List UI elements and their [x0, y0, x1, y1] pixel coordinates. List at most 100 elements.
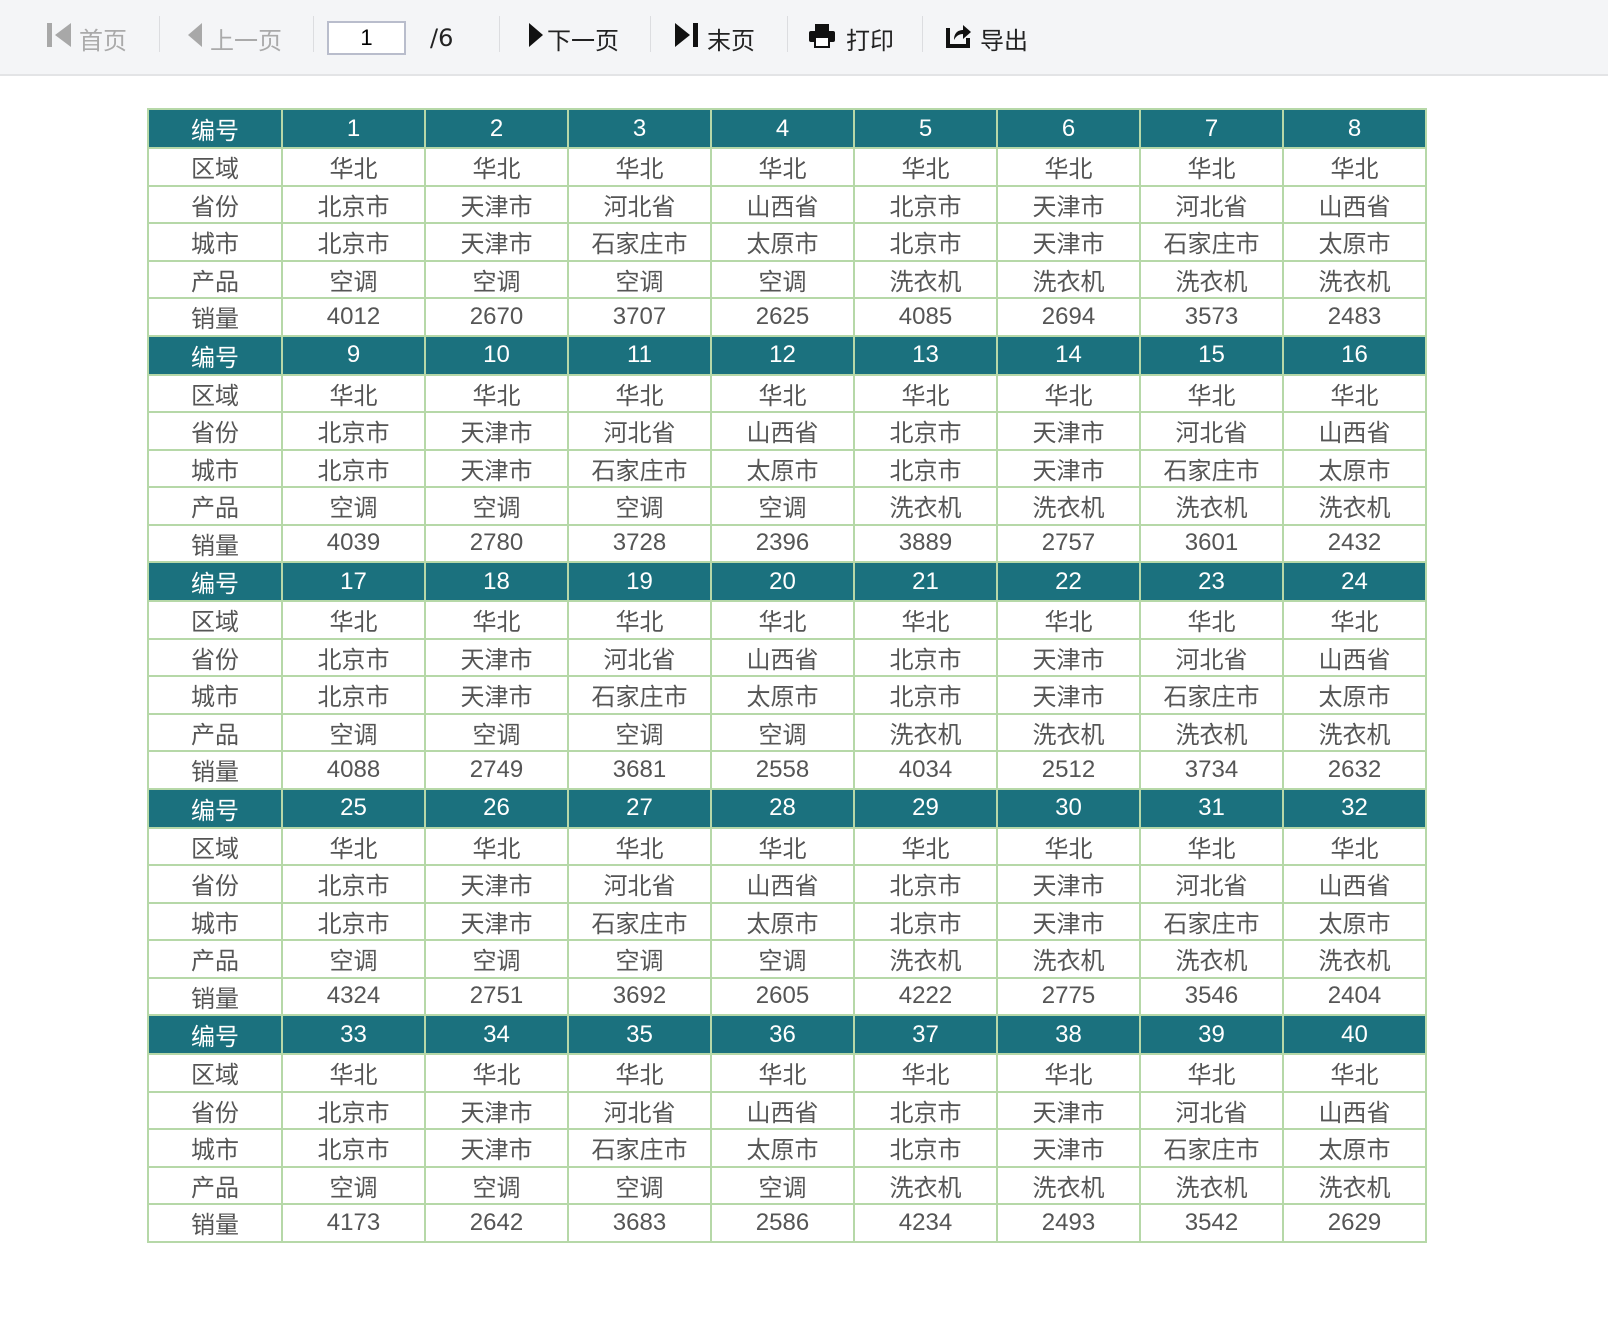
region-cell: 华北	[281, 373, 426, 413]
province-cell: 河北省	[1139, 184, 1284, 224]
province-cell: 河北省	[567, 411, 712, 451]
id-cell: 13	[853, 334, 998, 376]
sales-cell: 4085	[853, 297, 998, 337]
id-cell: 37	[853, 1014, 998, 1055]
divider	[159, 16, 160, 52]
sales-row: 销量 4173 2642 3683 2586 4234 2493 3542 2629	[147, 1203, 1427, 1243]
row-label: 编号	[147, 108, 283, 149]
region-cell: 华北	[996, 373, 1141, 413]
sales-cell: 2493	[996, 1203, 1141, 1243]
id-cell: 29	[853, 787, 998, 829]
sales-cell: 3546	[1139, 976, 1284, 1016]
province-cell: 北京市	[853, 184, 998, 224]
city-row: 城市 北京市 天津市 石家庄市 太原市 北京市 天津市 石家庄市 太原市	[147, 1128, 1427, 1168]
divider	[499, 16, 500, 52]
page-number-input[interactable]	[327, 21, 406, 55]
city-cell: 北京市	[853, 1128, 998, 1168]
region-cell: 华北	[424, 373, 569, 413]
city-cell: 北京市	[853, 448, 998, 488]
id-cell: 35	[567, 1014, 712, 1055]
next-page-button[interactable]: 下一页	[527, 0, 619, 76]
province-cell: 山西省	[1282, 184, 1427, 224]
province-cell: 北京市	[281, 637, 426, 677]
province-cell: 河北省	[1139, 864, 1284, 904]
province-cell: 北京市	[281, 864, 426, 904]
export-label: 导出	[980, 26, 1028, 55]
pagination-toolbar: 首页 上一页 /6 下一页 末页 打印 导出	[0, 0, 1608, 76]
region-row: 区域 华北 华北 华北 华北 华北 华北 华北 华北	[147, 600, 1427, 640]
row-label: 区域	[147, 600, 283, 640]
sales-cell: 3573	[1139, 297, 1284, 337]
sales-cell: 3734	[1139, 750, 1284, 790]
id-cell: 18	[424, 561, 569, 602]
sales-cell: 2632	[1282, 750, 1427, 790]
region-cell: 华北	[1282, 826, 1427, 866]
region-cell: 华北	[1139, 373, 1284, 413]
id-cell: 17	[281, 561, 426, 602]
id-cell: 28	[710, 787, 855, 829]
id-cell: 4	[710, 108, 855, 149]
row-label: 编号	[147, 561, 283, 602]
id-cell: 5	[853, 108, 998, 149]
product-cell: 洗衣机	[1282, 259, 1427, 299]
id-cell: 2	[424, 108, 569, 149]
prev-page-button[interactable]: 上一页	[186, 0, 282, 76]
province-cell: 北京市	[281, 411, 426, 451]
last-page-button[interactable]: 末页	[673, 0, 755, 76]
id-cell: 25	[281, 787, 426, 829]
product-cell: 洗衣机	[996, 712, 1141, 752]
province-row: 省份 北京市 天津市 河北省 山西省 北京市 天津市 河北省 山西省	[147, 1090, 1427, 1130]
product-cell: 空调	[424, 712, 569, 752]
id-cell: 21	[853, 561, 998, 602]
prev-page-label: 上一页	[210, 26, 282, 55]
product-cell: 空调	[281, 486, 426, 526]
province-row: 省份 北京市 天津市 河北省 山西省 北京市 天津市 河北省 山西省	[147, 411, 1427, 451]
city-cell: 天津市	[996, 1128, 1141, 1168]
print-button[interactable]: 打印	[808, 0, 894, 76]
product-cell: 空调	[424, 939, 569, 979]
city-cell: 天津市	[424, 901, 569, 941]
product-row: 产品 空调 空调 空调 空调 洗衣机 洗衣机 洗衣机 洗衣机	[147, 259, 1427, 299]
id-cell: 3	[567, 108, 712, 149]
id-cell: 9	[281, 334, 426, 376]
sales-row: 销量 4012 2670 3707 2625 4085 2694 3573 2483	[147, 297, 1427, 337]
region-cell: 华北	[710, 1053, 855, 1093]
product-row: 产品 空调 空调 空调 空调 洗衣机 洗衣机 洗衣机 洗衣机	[147, 1165, 1427, 1205]
city-cell: 太原市	[710, 222, 855, 262]
product-cell: 洗衣机	[1282, 486, 1427, 526]
product-cell: 空调	[567, 712, 712, 752]
city-row: 城市 北京市 天津市 石家庄市 太原市 北京市 天津市 石家庄市 太原市	[147, 901, 1427, 941]
province-cell: 天津市	[996, 184, 1141, 224]
city-cell: 太原市	[710, 448, 855, 488]
export-button[interactable]: 导出	[946, 0, 1028, 76]
city-cell: 天津市	[424, 448, 569, 488]
province-row: 省份 北京市 天津市 河北省 山西省 北京市 天津市 河北省 山西省	[147, 864, 1427, 904]
region-cell: 华北	[1139, 147, 1284, 187]
product-cell: 空调	[424, 486, 569, 526]
city-cell: 太原市	[1282, 901, 1427, 941]
id-row: 编号 1 2 3 4 5 6 7 8	[147, 108, 1427, 149]
province-cell: 北京市	[281, 1090, 426, 1130]
sales-cell: 2642	[424, 1203, 569, 1243]
row-label: 产品	[147, 259, 283, 299]
region-cell: 华北	[281, 147, 426, 187]
product-cell: 空调	[567, 939, 712, 979]
city-cell: 北京市	[853, 675, 998, 715]
sales-cell: 2694	[996, 297, 1141, 337]
product-cell: 空调	[567, 1165, 712, 1205]
region-cell: 华北	[567, 147, 712, 187]
first-page-button[interactable]: 首页	[45, 0, 127, 76]
sales-row: 销量 4039 2780 3728 2396 3889 2757 3601 2432	[147, 523, 1427, 563]
region-cell: 华北	[710, 826, 855, 866]
product-row: 产品 空调 空调 空调 空调 洗衣机 洗衣机 洗衣机 洗衣机	[147, 939, 1427, 979]
sales-cell: 2749	[424, 750, 569, 790]
province-cell: 山西省	[710, 1090, 855, 1130]
product-cell: 洗衣机	[853, 1165, 998, 1205]
province-cell: 北京市	[853, 1090, 998, 1130]
region-cell: 华北	[710, 147, 855, 187]
region-cell: 华北	[567, 600, 712, 640]
sales-cell: 3728	[567, 523, 712, 563]
id-row: 编号 33 34 35 36 37 38 39 40	[147, 1014, 1427, 1055]
region-cell: 华北	[996, 1053, 1141, 1093]
sales-cell: 4034	[853, 750, 998, 790]
